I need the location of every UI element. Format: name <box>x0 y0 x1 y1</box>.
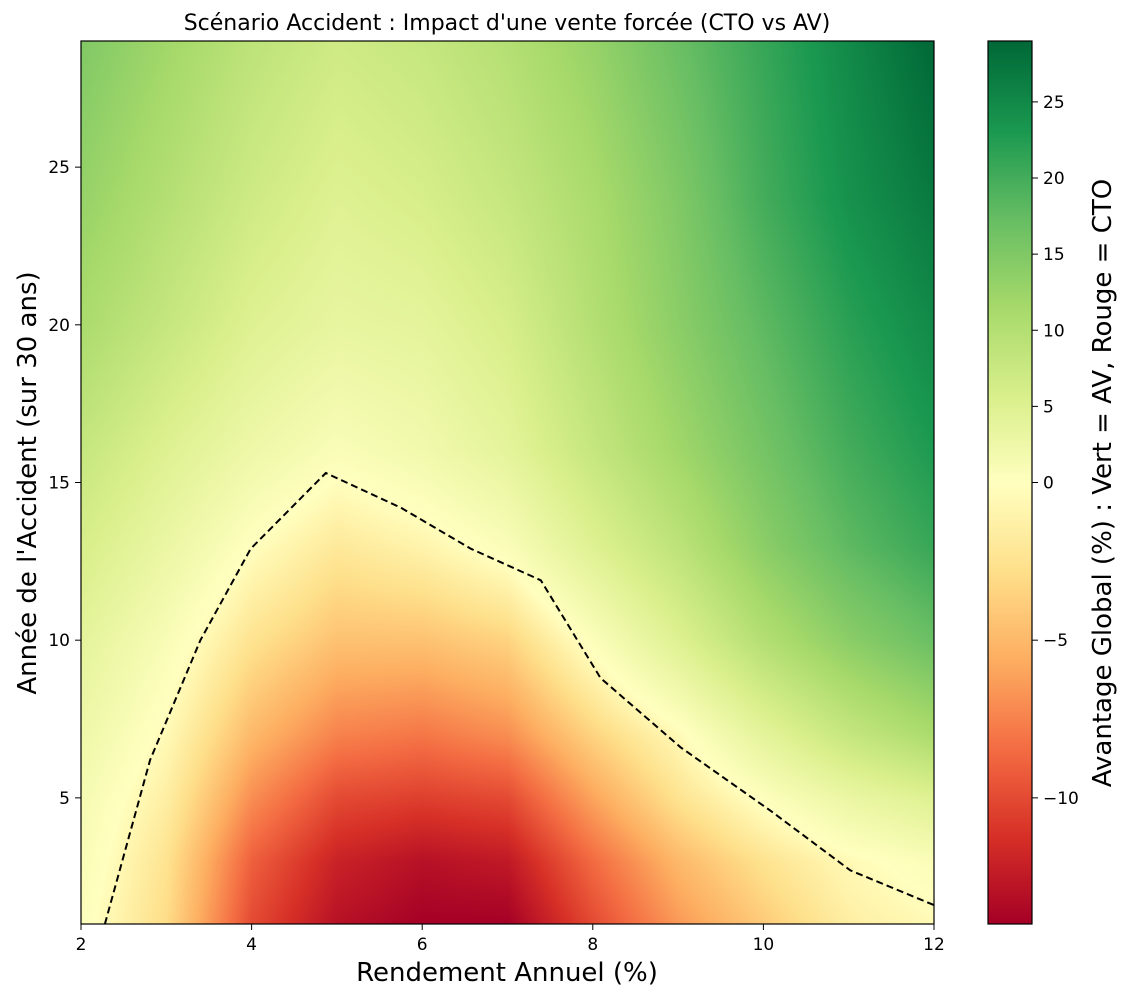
y-tick-label: 20 <box>48 316 70 336</box>
plot-frame <box>80 40 935 925</box>
x-tick-label: 6 <box>417 935 428 955</box>
colorbar-label: Avantage Global (%) : Vert = AV, Rouge =… <box>1088 179 1118 787</box>
colorbar-tick-label: 20 <box>1043 169 1065 189</box>
colorbar-tick-label: −5 <box>1043 631 1068 651</box>
chart-title: Scénario Accident : Impact d'une vente f… <box>184 11 831 36</box>
x-tick-label: 10 <box>753 935 775 955</box>
y-tick-label: 5 <box>59 789 70 809</box>
y-tick-label: 15 <box>48 474 70 494</box>
y-axis-label: Année de l'Accident (sur 30 ans) <box>13 271 43 694</box>
x-tick-label: 2 <box>76 935 87 955</box>
colorbar-tick-label: 0 <box>1043 474 1054 494</box>
heatmap-image <box>81 41 934 924</box>
colorbar-tick-label: 5 <box>1043 397 1054 417</box>
colorbar-tick-label: −10 <box>1043 789 1079 809</box>
x-tick-label: 4 <box>246 935 257 955</box>
colorbar-frame <box>987 40 1033 925</box>
x-axis-label: Rendement Annuel (%) <box>356 958 658 988</box>
colorbar-tick-label: 10 <box>1043 321 1065 341</box>
x-axis-ticks: 2 4 6 8 10 12 <box>76 924 945 955</box>
x-tick-label: 12 <box>923 935 945 955</box>
y-tick-label: 25 <box>48 158 70 178</box>
colorbar-ticks: −10 −5 0 5 10 15 20 25 <box>1032 93 1079 809</box>
colorbar-tick-label: 15 <box>1043 245 1065 265</box>
contour-zero-line <box>103 471 935 925</box>
y-axis-ticks: 5 10 15 20 25 <box>48 158 81 809</box>
colorbar-image <box>988 41 1032 924</box>
x-tick-label: 8 <box>587 935 598 955</box>
colorbar-tick-label: 25 <box>1043 93 1065 113</box>
y-tick-label: 10 <box>48 631 70 651</box>
